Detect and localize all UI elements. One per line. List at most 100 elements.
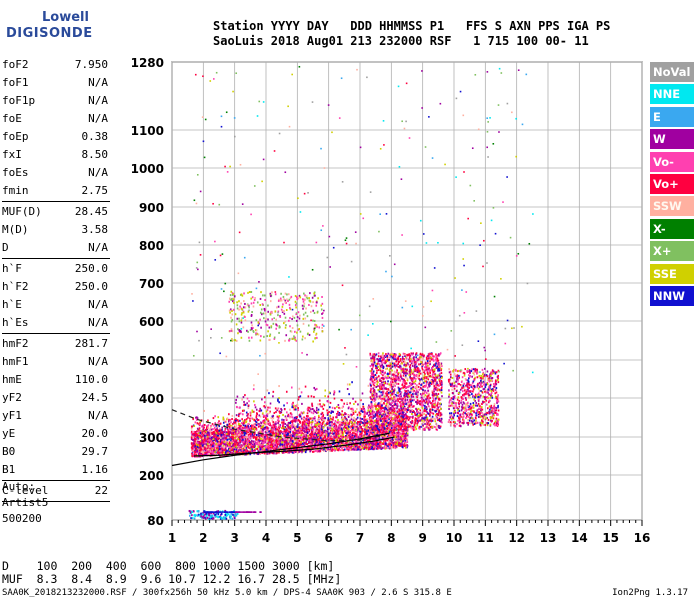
echo-point bbox=[401, 435, 403, 438]
echo-point bbox=[229, 418, 232, 421]
echo-point bbox=[295, 431, 298, 434]
echo-point bbox=[286, 434, 289, 437]
echo-point bbox=[284, 446, 286, 449]
echo-point bbox=[219, 423, 221, 426]
echo-point bbox=[278, 420, 280, 423]
echo-point bbox=[336, 416, 338, 419]
echo-point bbox=[362, 422, 365, 425]
echo-point bbox=[338, 413, 341, 416]
echo-point bbox=[273, 424, 275, 427]
echo-point bbox=[302, 441, 305, 444]
echo-point bbox=[278, 440, 281, 443]
echo-point bbox=[306, 419, 309, 422]
echo-point bbox=[370, 445, 372, 448]
echo-point bbox=[346, 388, 349, 391]
echo-point bbox=[220, 440, 222, 443]
echo-point bbox=[273, 443, 275, 446]
echo-point bbox=[351, 381, 353, 384]
echo-point bbox=[199, 441, 201, 444]
echo-point bbox=[328, 411, 330, 414]
echo-point bbox=[335, 434, 338, 437]
echo-point bbox=[381, 447, 384, 450]
echo-point bbox=[255, 428, 258, 431]
echo-point bbox=[268, 434, 270, 437]
echo-point bbox=[202, 426, 205, 429]
echo-point bbox=[262, 428, 264, 431]
echo-point bbox=[331, 421, 334, 424]
echo-point bbox=[250, 434, 252, 437]
echo-point bbox=[337, 418, 339, 421]
echo-point bbox=[364, 415, 366, 418]
x-tick-label: 2 bbox=[199, 531, 207, 545]
echo-point bbox=[213, 431, 215, 434]
echo-point bbox=[307, 436, 310, 439]
echo-point bbox=[387, 424, 389, 427]
echo-point bbox=[318, 425, 320, 428]
echo-point bbox=[360, 408, 363, 411]
echo-point bbox=[311, 408, 314, 411]
echo-point bbox=[401, 443, 404, 446]
echo-point bbox=[271, 440, 273, 443]
echo-point bbox=[279, 411, 281, 414]
echo-point bbox=[337, 403, 340, 406]
echo-point bbox=[266, 389, 269, 392]
echo-point bbox=[379, 428, 381, 431]
echo-point bbox=[319, 450, 322, 453]
echo-point bbox=[311, 417, 314, 420]
echo-point bbox=[355, 434, 358, 437]
echo-point bbox=[398, 444, 400, 447]
echo-point bbox=[297, 433, 300, 436]
echo-point bbox=[265, 436, 268, 439]
echo-point bbox=[357, 436, 360, 439]
echo-point bbox=[248, 443, 250, 446]
echo-point bbox=[207, 445, 209, 448]
echo-point bbox=[257, 431, 259, 434]
echo-point bbox=[331, 447, 333, 450]
echo-point bbox=[208, 433, 211, 436]
echo-point bbox=[390, 444, 393, 447]
echo-point bbox=[266, 433, 269, 436]
echo-point bbox=[216, 439, 218, 442]
echo-point bbox=[295, 416, 298, 419]
echo-point bbox=[262, 424, 265, 427]
echo-point bbox=[330, 411, 332, 414]
y-tick-label: 800 bbox=[139, 239, 164, 253]
echo-point bbox=[397, 430, 400, 433]
echo-point bbox=[327, 400, 330, 403]
echo-point bbox=[372, 421, 375, 424]
echo-point bbox=[253, 452, 256, 455]
echo-point bbox=[337, 429, 340, 432]
x-tick-label: 10 bbox=[446, 531, 463, 545]
echo-point bbox=[392, 419, 395, 422]
echo-point bbox=[284, 415, 287, 418]
echo-point bbox=[351, 430, 354, 433]
echo-point bbox=[339, 407, 341, 410]
echo-point bbox=[363, 416, 366, 419]
echo-point bbox=[356, 425, 358, 428]
echo-point bbox=[252, 449, 255, 452]
echo-point bbox=[238, 441, 240, 444]
echo-point bbox=[228, 413, 230, 416]
echo-point bbox=[308, 440, 310, 443]
echo-point bbox=[194, 455, 196, 458]
echo-point bbox=[287, 429, 290, 432]
echo-point bbox=[223, 433, 226, 436]
echo-point bbox=[270, 445, 273, 448]
echo-point bbox=[250, 426, 253, 429]
echo-point bbox=[308, 437, 311, 440]
echo-point bbox=[253, 423, 255, 426]
echo-point bbox=[269, 444, 272, 447]
echo-point bbox=[363, 424, 366, 427]
echo-point bbox=[302, 436, 305, 439]
echo-point bbox=[293, 446, 296, 449]
echo-point bbox=[298, 439, 301, 442]
echo-point bbox=[315, 446, 318, 449]
echo-point bbox=[327, 412, 329, 415]
echo-point bbox=[277, 417, 280, 420]
echo-point bbox=[207, 435, 210, 438]
echo-point bbox=[252, 445, 254, 448]
echo-point bbox=[263, 441, 265, 444]
echo-point bbox=[206, 444, 209, 447]
echo-point bbox=[314, 432, 316, 435]
echo-point bbox=[316, 433, 318, 436]
